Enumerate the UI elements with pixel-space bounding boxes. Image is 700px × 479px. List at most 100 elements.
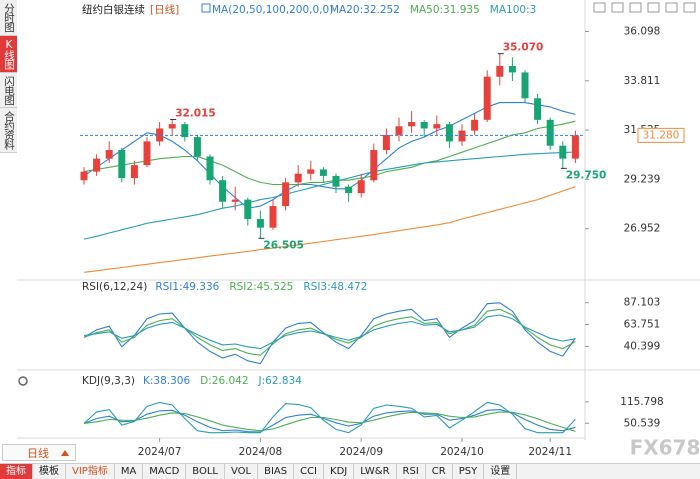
y-tick-label: 29.239 <box>624 173 661 185</box>
toolbar: 指标 模板 VIP指标 MA MACD BOLL VOL BIAS CCI KDJ LW&R RSI C… <box>0 463 700 479</box>
candle-body <box>521 72 529 99</box>
y-tick-label: 33.811 <box>624 75 661 87</box>
candle-body <box>256 219 264 228</box>
series-line <box>83 314 576 350</box>
legend-entry: MA20:32.252 <box>330 4 400 16</box>
series-line <box>83 102 576 209</box>
candle-body <box>118 150 126 179</box>
nav-tab[interactable]: 合约资料 <box>0 108 17 153</box>
series-line <box>83 411 576 432</box>
candle-body <box>231 199 239 202</box>
candle-body <box>395 126 403 135</box>
period-select[interactable]: 日线 <box>2 444 76 461</box>
candle-body <box>420 122 428 129</box>
candle-body <box>244 199 252 220</box>
watermark: FX678 <box>630 436 700 460</box>
icon[interactable] <box>665 2 678 13</box>
period-text: 日线 <box>27 447 49 460</box>
low-label: 29.750 <box>566 169 607 181</box>
y-tick-label: 115.798 <box>620 396 663 408</box>
legend-entry: D:26.042 <box>200 375 248 387</box>
series-line <box>83 308 576 356</box>
candle-body <box>370 150 378 181</box>
candle-body <box>445 124 453 142</box>
dropdown-arrow <box>61 450 69 456</box>
candle-body <box>143 141 151 166</box>
nav-tabs: 分时图 K线图 闪电图 合约资料 <box>0 0 17 153</box>
x-tick-label: 2024/07 <box>138 446 182 458</box>
toolbar-tab[interactable]: 指标 <box>0 464 33 479</box>
candle-body <box>546 119 554 146</box>
toolbar-tab[interactable]: 模板 <box>33 464 66 479</box>
legend-entry: K:38.306 <box>143 375 190 387</box>
candle-body <box>307 169 315 174</box>
settings-gear[interactable] <box>18 376 28 386</box>
high-label: 32.015 <box>175 108 216 120</box>
last-price-box <box>637 127 685 143</box>
last-price-label: 31.280 <box>643 129 680 141</box>
legend-entry: MA100:3 <box>490 4 537 16</box>
nav-tab[interactable]: 分时图 <box>0 0 17 36</box>
series-line <box>83 120 576 186</box>
icon[interactable] <box>683 2 696 13</box>
candle-body <box>408 122 416 127</box>
toolbar-tab[interactable]: CR <box>426 464 453 479</box>
toolbar-tab[interactable]: BIAS <box>258 464 295 479</box>
series-line <box>83 186 576 273</box>
candle-body <box>571 135 579 159</box>
toolbar-tab[interactable]: BOLL <box>186 464 225 479</box>
candle-body <box>294 173 302 183</box>
candle-body <box>559 145 567 159</box>
candle-body <box>206 156 214 181</box>
ma-checkbox[interactable] <box>201 3 211 13</box>
candle-body <box>319 169 327 176</box>
toolbar-tab[interactable]: KDJ <box>324 464 355 479</box>
candle-body <box>471 119 479 131</box>
candle-body <box>156 128 164 142</box>
candle-body <box>332 175 340 187</box>
legend-entry: J:62.834 <box>258 375 303 387</box>
legend-entry: MA50:31.935 <box>410 4 480 16</box>
candle-body <box>458 130 466 142</box>
toolbar-tab[interactable]: CCI <box>294 464 325 479</box>
candle-body <box>80 171 88 181</box>
candle-body <box>483 76 491 120</box>
candle-body <box>508 65 516 73</box>
candle-body <box>130 165 138 179</box>
icon[interactable] <box>629 2 642 13</box>
indicator-title: KDJ(9,3,3) <box>82 375 135 387</box>
toolbar-tab[interactable]: RSI <box>397 464 426 479</box>
candle-body <box>181 124 189 138</box>
y-tick-label: 87.103 <box>624 297 661 309</box>
icon[interactable] <box>593 2 606 13</box>
toolbar-tab[interactable]: VOL <box>225 464 259 479</box>
period-label: [日线] <box>150 3 179 16</box>
icon[interactable] <box>647 2 660 13</box>
x-tick-label: 2024/08 <box>239 446 283 458</box>
candle-body <box>193 137 201 157</box>
candle-body <box>219 180 227 202</box>
y-tick-label: 26.952 <box>624 223 661 235</box>
toolbar-tab[interactable]: PSY <box>453 464 485 479</box>
nav-tab[interactable]: 闪电图 <box>0 72 17 108</box>
candle-body <box>534 98 542 120</box>
candle-body <box>496 65 504 77</box>
indicator-title: MA(20,50,100,200,0,0) <box>212 4 333 16</box>
y-tick-label: 40.399 <box>624 340 661 352</box>
series-line <box>83 151 576 240</box>
nav-tab[interactable]: K线图 <box>0 35 17 73</box>
toolbar-tab[interactable]: VIP指标 <box>66 464 115 479</box>
legend-entry: RSI1:49.336 <box>155 281 219 293</box>
icon[interactable] <box>611 2 624 13</box>
toolbar-tab[interactable]: MACD <box>143 464 187 479</box>
x-tick-label: 2024/10 <box>440 446 484 458</box>
toolbar-tab[interactable]: LW&R <box>354 464 397 479</box>
toolbar-tab[interactable]: MA <box>115 464 144 479</box>
candle-body <box>357 180 365 194</box>
toolbar-tab[interactable]: 设置 <box>484 464 518 479</box>
candle-body <box>433 124 441 129</box>
x-tick-label: 2024/09 <box>339 446 383 458</box>
